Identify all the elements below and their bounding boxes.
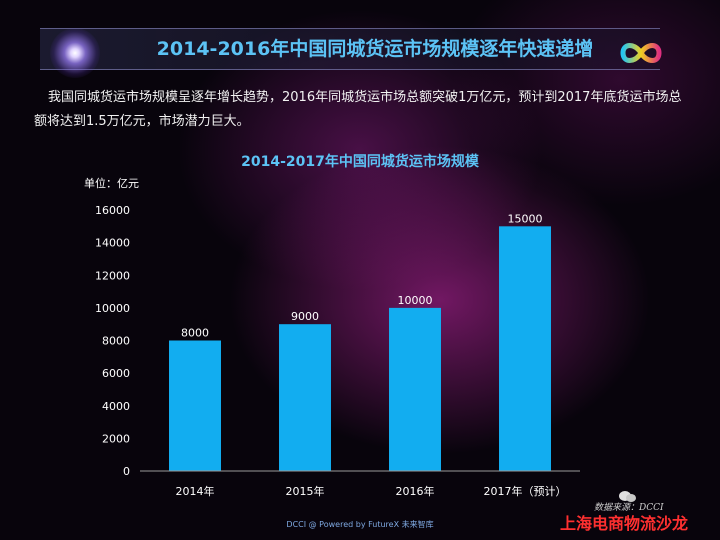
bar	[389, 307, 441, 471]
bar	[279, 324, 331, 471]
page-title: 2014-2016年中国同城货运市场规模逐年快速递增	[156, 38, 594, 60]
x-tick-label: 2016年	[396, 484, 435, 498]
data-source: 数据来源：DCCI	[594, 503, 664, 513]
y-tick-label: 0	[123, 465, 130, 478]
y-tick-label: 16000	[95, 204, 130, 217]
x-tick-label: 2014年	[176, 484, 215, 498]
wechat-icon	[619, 491, 636, 502]
bar-value-label: 9000	[291, 310, 319, 323]
y-tick-label: 2000	[102, 432, 130, 445]
infinity-logo-icon	[620, 43, 662, 63]
bar-value-label: 15000	[508, 212, 543, 225]
star-glow-icon	[50, 28, 100, 78]
x-tick-label: 2015年	[286, 484, 325, 498]
bar-value-label: 8000	[181, 327, 209, 340]
chart-title: 2014-2017年中国同城货运市场规模	[241, 153, 480, 170]
footer-credit: DCCI @ Powered by FutureX 未来智库	[286, 520, 434, 529]
y-tick-label: 6000	[102, 367, 130, 380]
bar	[169, 340, 221, 471]
bar	[499, 226, 551, 471]
y-tick-label: 14000	[95, 237, 130, 250]
intro-paragraph: 我国同城货运市场规模呈逐年增长趋势，2016年同城货运市场总额突破1万亿元，预计…	[34, 90, 682, 129]
y-tick-label: 8000	[102, 335, 130, 348]
bar-value-label: 10000	[398, 294, 433, 307]
y-tick-label: 4000	[102, 400, 130, 413]
y-tick-label: 12000	[95, 269, 130, 282]
watermark-text: 上海电商物流沙龙	[560, 514, 689, 533]
unit-label: 单位：亿元	[84, 176, 139, 190]
y-tick-label: 10000	[95, 302, 130, 315]
x-tick-label: 2017年（预计）	[484, 484, 567, 498]
header-bar	[40, 28, 660, 70]
